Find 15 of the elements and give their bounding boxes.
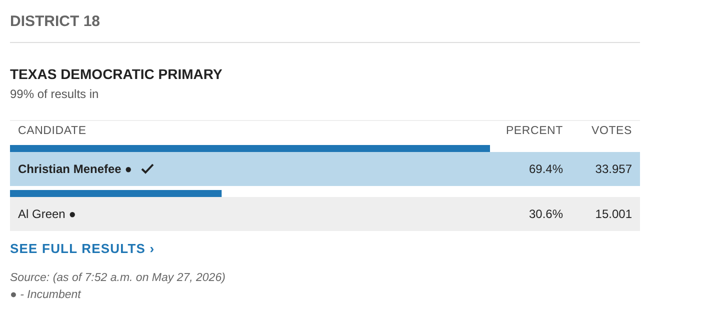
- y-tick-label: Christian Menefee ●: [18, 162, 132, 176]
- text: PERCENT: [506, 125, 563, 138]
- text: CANDIDATE: [18, 125, 86, 138]
- source-note: Source: (as of 7:52 a.m. on May 27, 2026): [10, 272, 226, 284]
- data-label: 30.6%: [528, 207, 564, 221]
- text: 33.957: [595, 162, 632, 176]
- text: ● - Incumbent: [10, 289, 81, 302]
- y-tick-label: Al Green ●: [18, 207, 76, 221]
- text: VOTES: [592, 125, 632, 138]
- text: DISTRICT 18: [10, 13, 100, 30]
- data-label: 69.4%: [528, 162, 564, 176]
- text: SEE FULL RESULTS ›: [10, 241, 155, 256]
- text: 15.001: [595, 207, 632, 221]
- chart-title: TEXAS DEMOCRATIC PRIMARY: [10, 66, 222, 82]
- chart-subtitle: 99% of results in: [10, 87, 99, 101]
